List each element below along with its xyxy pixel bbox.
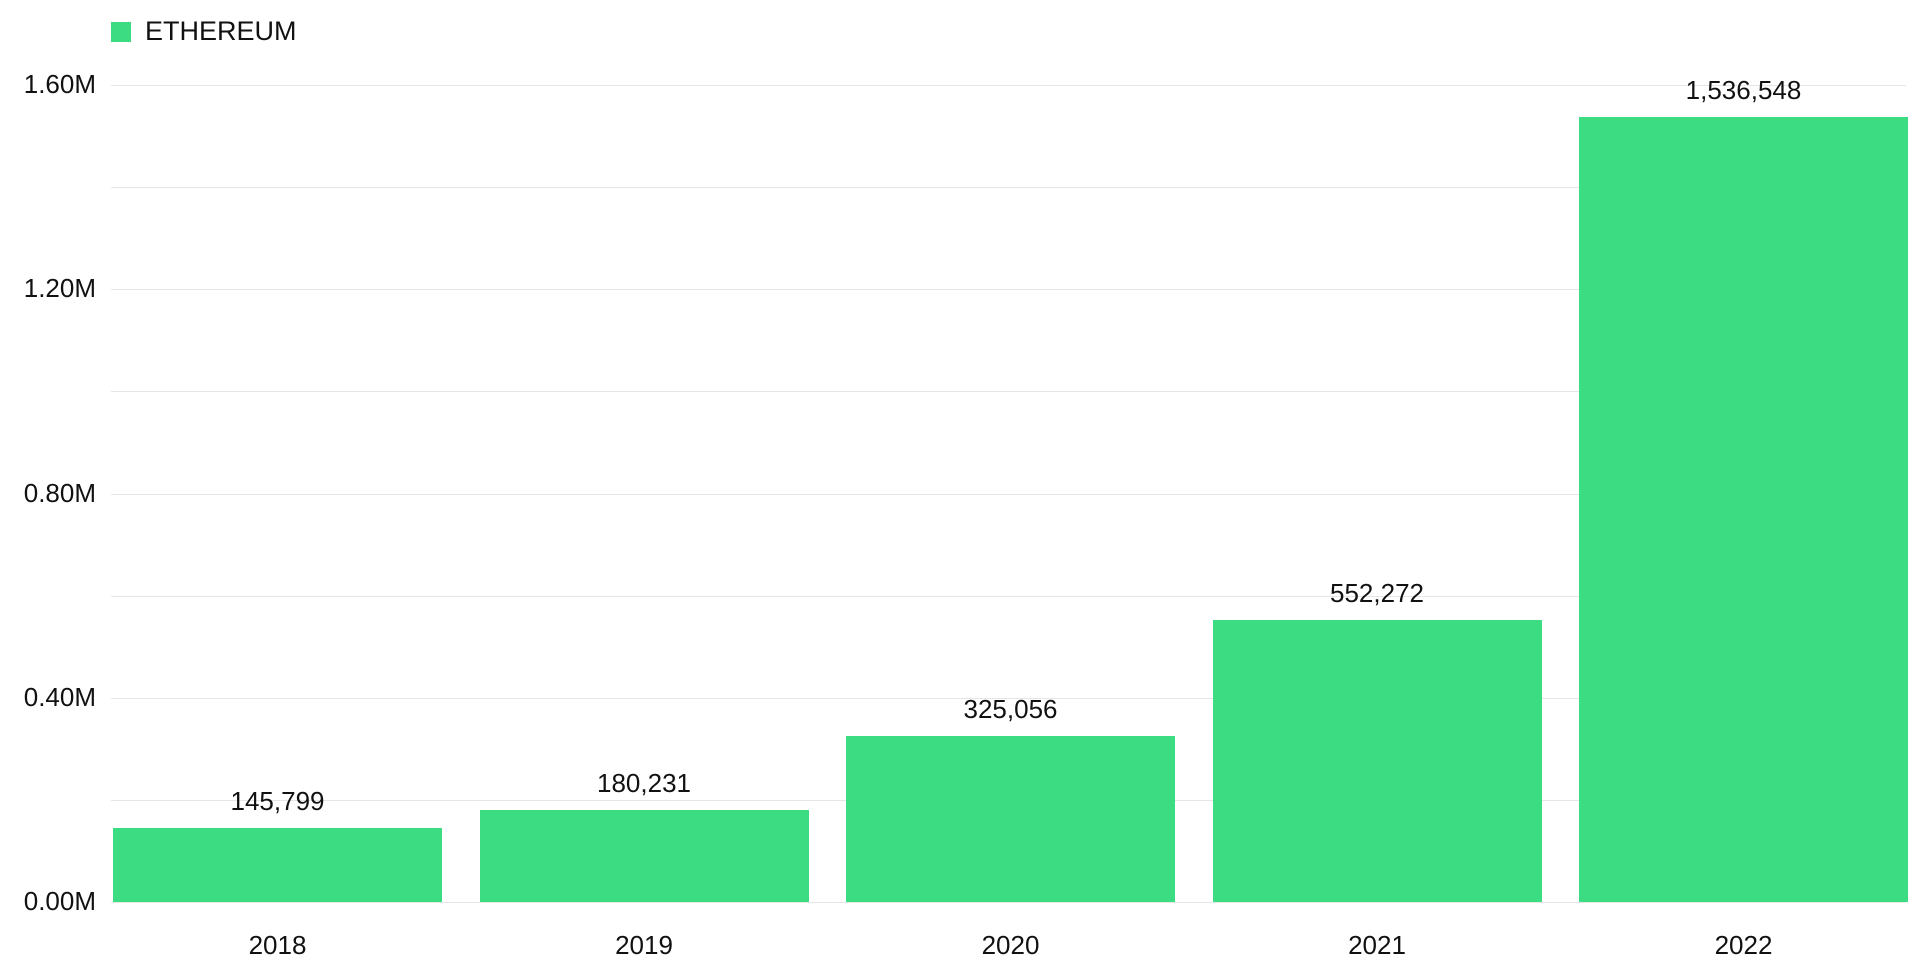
bar-2021[interactable] [1212, 620, 1542, 902]
bar-value-label: 552,272 [1330, 577, 1424, 608]
bar-2022[interactable] [1579, 117, 1908, 902]
y-tick-label: 1.60M [23, 69, 96, 99]
gridline [111, 187, 1906, 189]
gridline [111, 289, 1906, 291]
gridline [111, 85, 1906, 86]
x-tick-label: 2022 [1714, 930, 1773, 960]
gridline [111, 595, 1906, 597]
y-tick-label: 1.20M [23, 273, 96, 304]
y-tick-label: 0.80M [23, 477, 96, 508]
x-tick-label: 2018 [248, 930, 307, 960]
gridline [111, 902, 1906, 903]
y-tick-label: 0.40M [23, 681, 96, 712]
gridline [111, 493, 1906, 495]
x-tick-label: 2021 [1348, 930, 1406, 960]
bar-2020[interactable] [846, 736, 1175, 902]
x-tick-label: 2020 [981, 930, 1040, 960]
bar-value-label: 180,231 [597, 767, 691, 798]
x-tick-label: 2019 [615, 930, 673, 960]
bar-value-label: 145,799 [230, 785, 325, 816]
plot-area: 145,799 180,231 325,056 552,272 1,536,548 [111, 77, 1908, 903]
bar-2018[interactable] [113, 827, 442, 902]
legend-label: ETHEREUM [145, 16, 297, 46]
bar-2019[interactable] [479, 809, 809, 902]
bar-value-label: 1,536,548 [1685, 75, 1802, 106]
legend: ETHEREUM [111, 18, 297, 45]
bar-value-label: 325,056 [963, 694, 1058, 725]
gridline [111, 391, 1906, 393]
legend-swatch [111, 21, 131, 42]
gridline [111, 697, 1906, 699]
y-tick-label: 0.00M [23, 886, 96, 916]
